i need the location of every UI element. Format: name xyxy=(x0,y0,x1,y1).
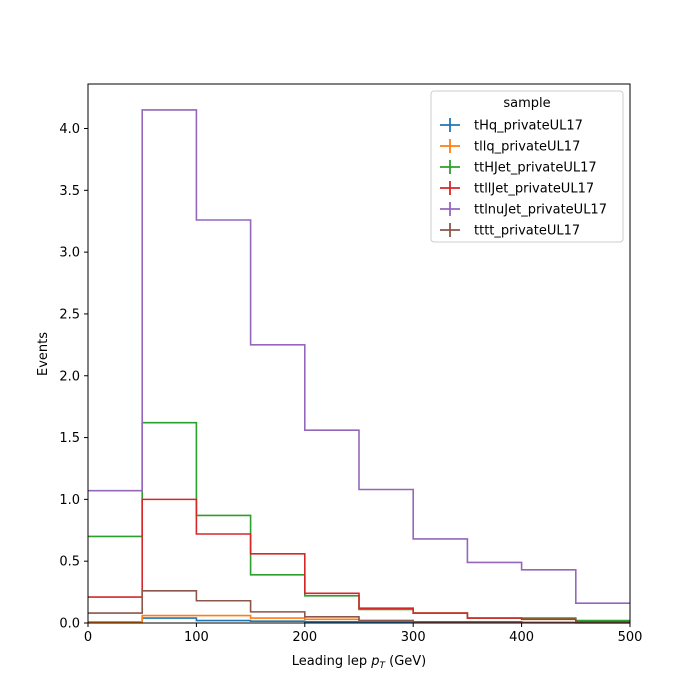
legend-label: ttllJet_privateUL17 xyxy=(474,182,594,197)
legend-title: sample xyxy=(503,96,550,111)
x-axis-label-sub: T xyxy=(379,661,386,671)
y-tick-label: 2.5 xyxy=(59,307,80,322)
x-tick-label: 100 xyxy=(184,630,209,645)
x-tick-label: 500 xyxy=(618,630,643,645)
legend-box xyxy=(430,90,624,243)
series-line-ttlnuJet_privateUL17 xyxy=(88,109,630,605)
legend-label: ttlnuJet_privateUL17 xyxy=(474,203,607,218)
legend-label: tHq_privateUL17 xyxy=(474,119,583,134)
legend: sample tHq_privateUL17 tllq_privateUL17tt… xyxy=(430,90,624,243)
y-tick-label: 0.0 xyxy=(59,617,80,632)
y-tick-label: 1.0 xyxy=(59,493,80,508)
legend-label: ttHJet_privateUL17 xyxy=(474,161,597,176)
x-tick-label: 0 xyxy=(84,630,92,645)
y-tick-label: 0.5 xyxy=(59,555,80,570)
x-axis-label-var: p xyxy=(370,654,379,669)
y-tick-label: 2.0 xyxy=(59,369,80,384)
legend-item: ttlnuJet_privateUL17 xyxy=(440,202,607,218)
series-line-ttllJet_privateUL17 xyxy=(88,498,630,623)
plot-frame xyxy=(87,83,631,624)
x-tick-label: 200 xyxy=(292,630,317,645)
x-axis-label: Leading lep pT (GeV) xyxy=(292,654,426,671)
x-axis-label-main: Leading lep xyxy=(292,654,371,669)
legend-item: tttt_privateUL17 xyxy=(440,223,580,239)
x-axis-label-unit: (GeV) xyxy=(385,654,426,669)
legend-item: ttllJet_privateUL17 xyxy=(440,181,594,197)
legend-item: tllq_privateUL17 xyxy=(440,139,580,155)
x-tick-label: 400 xyxy=(509,630,534,645)
legend-item: tHq_privateUL17 xyxy=(440,118,583,134)
y-tick-label: 3.0 xyxy=(59,246,80,261)
x-axis: 0 100 200 300 400 500 xyxy=(84,623,643,645)
legend-label: tllq_privateUL17 xyxy=(474,140,580,155)
y-tick-label: 3.5 xyxy=(59,184,80,199)
y-axis-label: Events xyxy=(36,332,51,376)
legend-item: ttHJet_privateUL17 xyxy=(440,160,597,176)
y-tick-label: 4.0 xyxy=(59,122,80,137)
legend-items: tHq_privateUL17 tllq_privateUL17 ttHJet_pr… xyxy=(440,118,607,239)
x-tick-label: 300 xyxy=(401,630,426,645)
y-tick-label: 1.5 xyxy=(59,431,80,446)
series-line-tttt_privateUL17 xyxy=(88,590,630,624)
legend-label: tttt_privateUL17 xyxy=(474,224,580,239)
y-axis: 0.0 0.5 1.0 1.5 2.0 2.5 3.0 3.5 4.0 xyxy=(59,122,88,632)
